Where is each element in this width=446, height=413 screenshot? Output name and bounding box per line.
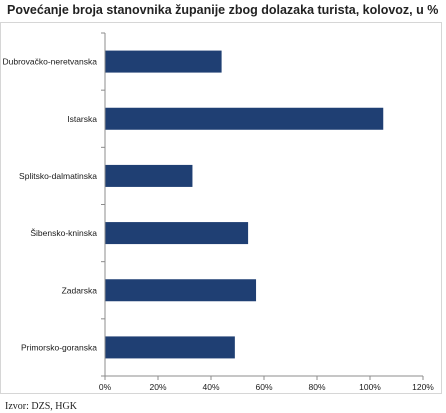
- x-tick-label: 60%: [255, 382, 272, 392]
- x-tick-label: 80%: [308, 382, 325, 392]
- chart-title: Povećanje broja stanovnika županije zbog…: [7, 3, 439, 17]
- bar: [105, 164, 193, 187]
- category-label: Dubrovačko-neretvanska: [3, 57, 98, 67]
- category-label: Zadarska: [62, 285, 98, 295]
- category-label: Primorsko-goranska: [21, 342, 97, 352]
- category-label: Istarska: [67, 114, 97, 124]
- x-tick-label: 120%: [412, 382, 434, 392]
- bar: [105, 222, 249, 245]
- bar-chart: Dubrovačko-neretvanska Istarska Splitsko-d…: [3, 32, 434, 392]
- x-tick-label: 100%: [359, 382, 381, 392]
- bar: [105, 107, 384, 130]
- chart-area: [0, 22, 442, 394]
- x-tick-label: 40%: [202, 382, 219, 392]
- x-tick-label: 0%: [99, 382, 112, 392]
- category-label: Šibensko-kninska: [30, 228, 97, 238]
- source-note: Izvor: DZS, HGK: [5, 401, 77, 412]
- bar: [105, 279, 257, 302]
- category-label: Splitsko-dalmatinska: [19, 171, 97, 181]
- bar: [105, 336, 235, 359]
- x-tick-label: 20%: [149, 382, 166, 392]
- bar: [105, 50, 222, 73]
